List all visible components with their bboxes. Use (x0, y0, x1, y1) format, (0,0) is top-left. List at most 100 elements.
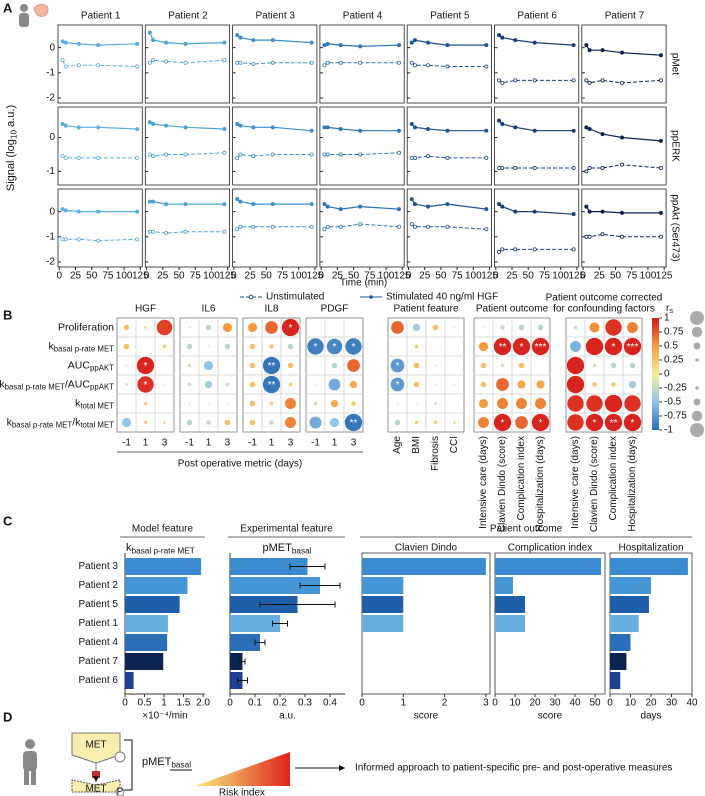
unstim-point (587, 234, 592, 239)
x-tick-label: 0.3 (298, 698, 312, 709)
correlation-bubble (249, 343, 256, 350)
x-tick-label: 50 (261, 271, 273, 282)
stim-point (60, 39, 65, 44)
patient-label: Patient 3 (79, 561, 119, 572)
unstim-point (63, 155, 68, 160)
correlation-bubble (351, 401, 356, 406)
correlation-bubble (205, 324, 212, 331)
unstim-point (571, 166, 576, 171)
group-title: IL8 (265, 304, 279, 315)
column-label: BMI (411, 436, 422, 454)
stim-point (445, 202, 450, 207)
correlation-bubble (570, 341, 581, 352)
stim-point (500, 121, 505, 126)
correlation-bubble (326, 338, 343, 355)
correlation-bubble (247, 322, 258, 333)
x-tick-label: 0 (493, 271, 499, 282)
stim-point (600, 132, 605, 137)
unstim-point (325, 152, 330, 157)
unstim-point (309, 152, 314, 157)
correlation-bubble (434, 383, 437, 386)
unstim-point (397, 150, 402, 155)
correlation-bubble (249, 362, 256, 369)
colorbar-label: 0.25 (664, 355, 684, 366)
cell (343, 412, 364, 433)
unstim-point (584, 234, 589, 239)
x-tick-label: 30 (549, 698, 561, 709)
correlation-bubble (285, 398, 296, 409)
correlation-bubble (187, 363, 192, 368)
stim-point (309, 202, 314, 207)
correlation-bubble (285, 417, 296, 428)
group-title: PDGF (321, 304, 349, 315)
stim-line (498, 120, 574, 132)
correlation-bubble (493, 337, 512, 356)
row-label: kbasal p-rate MET/ktotal MET (7, 416, 115, 429)
x-tick-label: 0.2 (273, 698, 287, 709)
correlation-bubble (589, 322, 600, 333)
bar (125, 634, 168, 651)
x-tick-label: 125 (569, 271, 586, 282)
stim-point (409, 121, 414, 126)
text-part: k (75, 397, 81, 409)
significance: * (631, 418, 635, 429)
x-tick-label: 40 (569, 698, 581, 709)
stim-point (147, 120, 152, 125)
correlation-bubble (413, 362, 420, 369)
bar (610, 577, 651, 594)
unstim-point (587, 166, 592, 171)
x-tick-label: 25 (157, 271, 169, 282)
unstim-point (587, 80, 592, 85)
column-label: Hospitalization (days) (535, 436, 546, 532)
x-tick-label: 75 (452, 271, 464, 282)
correlation-bubble (531, 413, 550, 432)
correlation-bubble (567, 414, 584, 431)
unstim-point (135, 237, 140, 242)
text-part: /AUC (65, 378, 91, 390)
text-part: k (0, 378, 5, 390)
correlation-bubble (413, 381, 420, 388)
correlation-bubble (517, 380, 526, 389)
correlation-bubble (480, 381, 487, 388)
correlation-bubble (496, 378, 509, 391)
stim-point (96, 209, 101, 214)
correlation-bubble (628, 380, 637, 389)
plot-frame (494, 188, 580, 268)
error-bar (254, 639, 266, 646)
correlation-bubble (249, 419, 256, 426)
correlation-bubble (586, 395, 603, 412)
correlation-bubble (334, 327, 335, 328)
unstim-point (497, 166, 502, 171)
unstim-point (147, 229, 152, 234)
unstim-point (409, 155, 414, 160)
x-tick-label: 0 (492, 698, 498, 709)
stim-point (358, 44, 363, 49)
bar (230, 615, 280, 632)
size-key (690, 311, 704, 325)
significance: ** (610, 418, 618, 429)
x-tick-label: 125 (307, 271, 324, 282)
stim-point (135, 41, 140, 46)
correlation-bubble (186, 419, 193, 426)
plot-frame (581, 188, 667, 268)
unstim-point (425, 224, 430, 229)
correlation-bubble (137, 376, 154, 393)
stim-point (63, 208, 68, 213)
bar (610, 596, 649, 613)
correlation-bubble (540, 365, 541, 366)
x-tick-label: 125 (481, 271, 498, 282)
significance: ** (268, 380, 276, 391)
correlation-bubble (136, 356, 155, 375)
bar (230, 558, 308, 575)
unstim-point (135, 155, 140, 160)
patient-header: Patient 1 (81, 11, 121, 22)
column-label: CCI (449, 436, 460, 453)
column-label: 3 (225, 438, 231, 449)
correlation-bubble (566, 356, 585, 375)
stim-point (571, 43, 576, 48)
x-tick-label: 0 (57, 271, 63, 282)
stim-point (147, 199, 152, 204)
significance: *** (535, 342, 547, 353)
correlation-bubble (347, 359, 360, 372)
x-tick-label: 2 (442, 698, 448, 709)
